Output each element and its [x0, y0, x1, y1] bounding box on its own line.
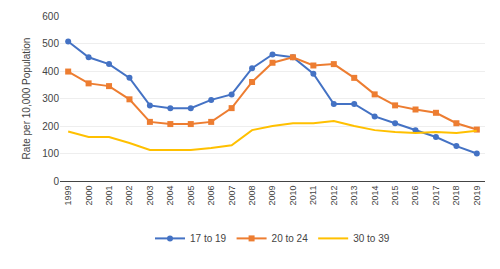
svg-text:2019: 2019 — [472, 186, 482, 206]
svg-text:2000: 2000 — [84, 186, 94, 206]
svg-text:300: 300 — [42, 93, 59, 104]
svg-text:500: 500 — [42, 38, 59, 49]
svg-text:2010: 2010 — [288, 186, 298, 206]
svg-text:2001: 2001 — [104, 186, 114, 206]
svg-text:2014: 2014 — [370, 186, 380, 206]
svg-text:20 to 24: 20 to 24 — [272, 233, 309, 244]
svg-text:0: 0 — [53, 176, 59, 187]
svg-text:2013: 2013 — [349, 186, 359, 206]
svg-text:2018: 2018 — [451, 186, 461, 206]
svg-text:2004: 2004 — [165, 186, 175, 206]
svg-text:1999: 1999 — [63, 186, 73, 206]
svg-text:2008: 2008 — [247, 186, 257, 206]
svg-text:2011: 2011 — [308, 186, 318, 205]
svg-text:400: 400 — [42, 66, 59, 77]
svg-text:2002: 2002 — [124, 186, 134, 206]
svg-text:2015: 2015 — [390, 186, 400, 206]
svg-text:200: 200 — [42, 121, 59, 132]
svg-text:2012: 2012 — [329, 186, 339, 206]
svg-text:2003: 2003 — [145, 186, 155, 206]
svg-text:100: 100 — [42, 148, 59, 159]
svg-text:30 to 39: 30 to 39 — [353, 233, 390, 244]
svg-text:17 to 19: 17 to 19 — [190, 233, 227, 244]
svg-text:2016: 2016 — [410, 186, 420, 206]
svg-text:600: 600 — [42, 11, 59, 22]
svg-text:2006: 2006 — [206, 186, 216, 206]
svg-text:Rate per 10,000 Population: Rate per 10,000 Population — [21, 38, 32, 160]
svg-text:2005: 2005 — [186, 186, 196, 206]
svg-text:2017: 2017 — [431, 186, 441, 206]
svg-text:2009: 2009 — [267, 186, 277, 206]
svg-text:2007: 2007 — [227, 186, 237, 206]
